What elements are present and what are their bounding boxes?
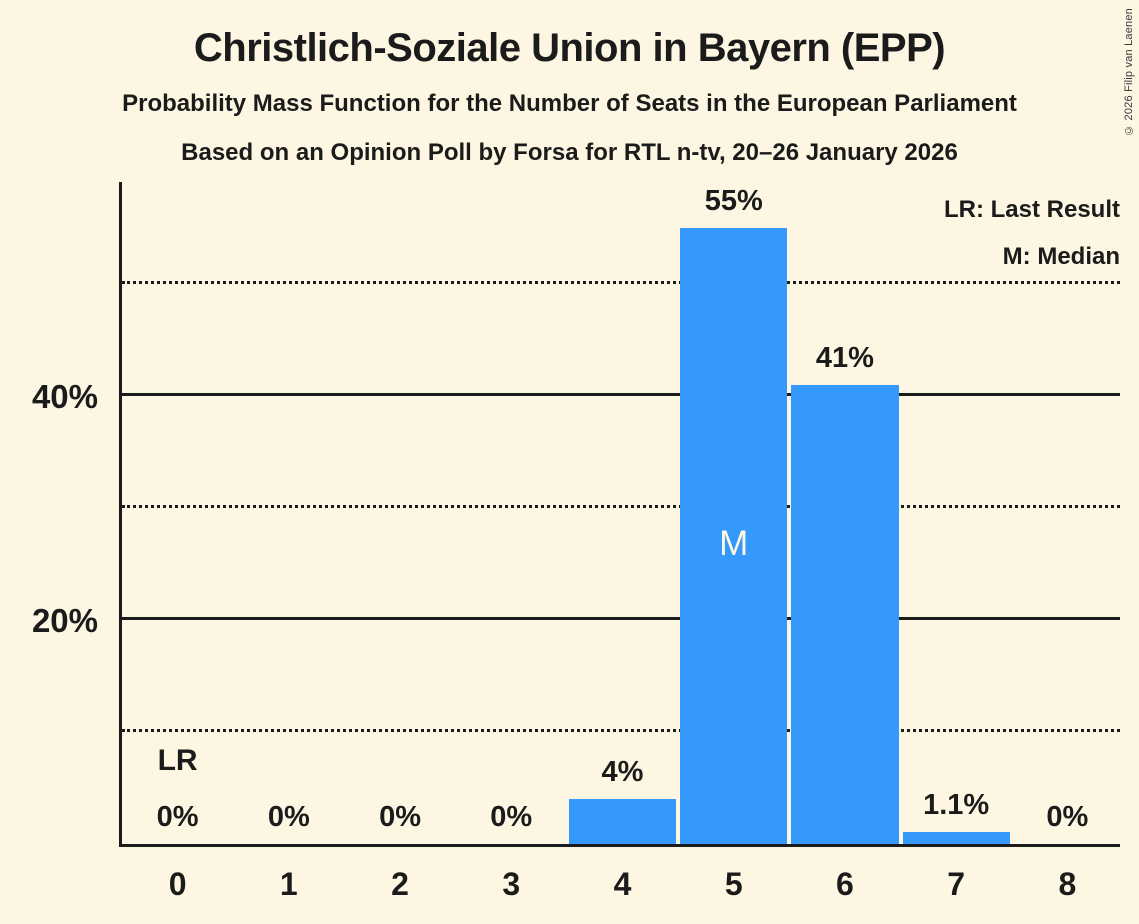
x-axis-label-8: 8 [1058,866,1077,902]
x-axis-label-7: 7 [947,866,966,902]
x-axis-label-4: 4 [613,866,632,902]
last-result-marker: LR [157,744,198,777]
bar-value-label-seat-1: 0% [267,801,310,833]
x-axis-label-3: 3 [502,866,521,902]
bar-value-label-seat-2: 0% [379,801,421,833]
bar-value-label-seat-0: 0% [156,801,199,833]
bar-value-label-seat-8: 0% [1046,801,1089,833]
x-axis-label-1: 1 [279,866,298,902]
y-axis-label-20: 20% [31,602,98,640]
gridline-dotted-30pct [122,505,1120,509]
x-axis-label-0: 0 [168,866,187,902]
y-axis-label-40: 40% [31,378,98,416]
bar-value-label-seat-5: 55% [704,185,763,218]
gridline-dotted-50pct [122,281,1120,285]
bar-value-label-seat-6: 41% [815,342,874,374]
bar-seat-4 [568,799,677,844]
chart-legend: LR: Last Result M: Median [944,186,1120,280]
x-axis-label-6: 6 [836,866,854,902]
bar-seat-7 [902,831,1010,844]
gridline-solid-20pct [122,617,1120,621]
legend-median: M: Median [1002,243,1120,270]
chart-title: Christlich-Soziale Union in Bayern (EPP) [193,26,946,70]
bar-value-label-seat-7: 1.1% [923,788,990,821]
plot-area: 0% 0 0% 1 0% 2 0% 3 4% 4 55% 5 41% 6 1.1% 7 0% 8 LR M [119,182,1120,902]
legend-last-result: LR: Last Result [943,196,1120,223]
median-marker: M [719,524,749,563]
x-axis-label-5: 5 [724,866,743,902]
bar-seat-6 [791,385,899,844]
gridline-dotted-10pct [122,729,1120,733]
bar-value-label-seat-4: 4% [601,756,644,789]
bar-seat-5 [680,228,788,844]
chart-source-subtitle: Based on an Opinion Poll by Forsa for RT… [181,139,958,166]
x-axis-label-2: 2 [391,866,409,902]
gridline-solid-40pct [122,393,1120,397]
bar-value-label-seat-3: 0% [490,801,533,833]
chart-subtitle: Probability Mass Function for the Number… [122,90,1017,117]
